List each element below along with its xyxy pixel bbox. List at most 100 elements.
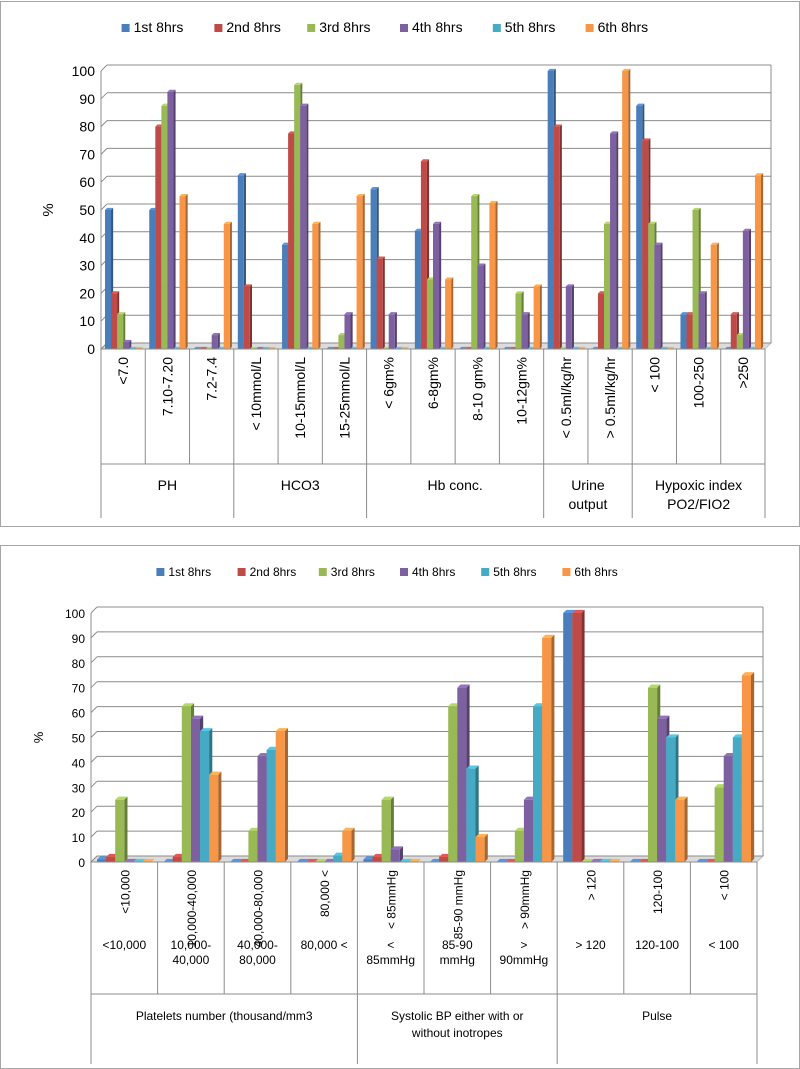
c2-x-tick-10-000: <10,000: [118, 870, 132, 914]
c1-bar-7-10-7-20-s4-side: [173, 89, 176, 349]
c1-bar-8-10-gm-s6: [489, 203, 496, 349]
c1-bar-100-s6-top: [666, 346, 675, 349]
c2-bar-85-90-mmhg-s2: [439, 857, 449, 862]
c2-bar-40-000-80-000-s6-top: [275, 728, 288, 732]
c1-bar-0-5ml-kg-hr-s6-top: [622, 68, 631, 71]
c1-bar-6-8gm-s2: [420, 161, 427, 349]
c2-bar-90mmhg-s4: [523, 799, 534, 862]
c1-gridline-diag-70: [100, 148, 108, 155]
c1-x-tick-0-5ml-kg-hr: > 0.5ml/kg/hr: [602, 357, 618, 439]
c2-bar-40-000-80-000-s6: [275, 731, 285, 862]
c1-legend-swatch-5: [492, 24, 501, 32]
c2-bar-10-000-s6-top: [142, 858, 155, 862]
c1-legend-label-1: 1st 8hrs: [134, 19, 184, 35]
c1-bar-100-250-s4: [698, 293, 705, 349]
c2-bar-10-000-s1: [96, 859, 107, 862]
c1-bar-6gm-s5-top: [394, 346, 403, 349]
c1-bar-10mmol-l-s4-top: [255, 346, 265, 349]
c1-bar-7-2-7-4-s6-side: [229, 221, 232, 349]
c1-bar-0-5ml-kg-hr-s1-top: [547, 68, 556, 71]
c2-group-line-1-0: Systolic BP either with or: [391, 1009, 524, 1023]
c1-bar-6gm-s4: [388, 314, 395, 349]
c2-bar-10-000-s3: [115, 799, 125, 862]
c1-gridline-diag-100: [100, 64, 108, 72]
c1-bar-10-15mmol-l-s4-top: [300, 103, 309, 106]
c2-gridline-diag-10: [90, 830, 98, 838]
c2-bar-80-000-s3-top: [314, 858, 328, 862]
c1-x-tick-8-10-gm: 8-10 gm%: [469, 357, 485, 421]
c1-x-tick-250: >250: [735, 357, 751, 389]
c2-y-tick-50: 50: [72, 732, 86, 746]
c2-bar-120-100-s3-top: [647, 684, 661, 688]
c2-bar-120-s2: [572, 613, 582, 862]
c2-bar-120-s1: [563, 613, 573, 862]
c2-bar-40-000-80-000-s3: [248, 830, 258, 862]
c2-row2-line-6-1: 90mmHg: [500, 953, 549, 967]
c2-bar-100-s6-top: [741, 672, 755, 676]
c1-bar-100-s2: [642, 140, 649, 349]
c1-bar-10-12gm-s6: [533, 286, 540, 349]
c1-bar-100-250-s1-top: [680, 312, 689, 315]
c2-bar-120-100-s6-side: [684, 796, 688, 862]
c2-bar-85mmhg-s3: [381, 799, 391, 862]
c1-bar-0-5ml-kg-hr-s3: [604, 223, 611, 349]
c2-row2-line-5-0: 85-90: [442, 938, 473, 952]
c1-bar-10-15mmol-l-s4: [300, 105, 307, 349]
c1-legend-swatch-3: [307, 24, 316, 32]
c1-legend-label-2: 2nd 8hrs: [226, 19, 280, 35]
c2-bar-100-s3: [714, 787, 724, 862]
c1-legend-swatch-1: [121, 24, 130, 32]
c2-legend-swatch-4: [400, 568, 408, 576]
c1-bar-7-0-s3-side: [123, 312, 126, 349]
c1-bar-7-0-s1: [104, 210, 112, 349]
c1-y-tick-10: 10: [79, 313, 95, 329]
c2-gridline-diag-50: [90, 731, 98, 738]
c1-bar-250-s3: [736, 335, 743, 349]
c2-bar-85-90-mmhg-s6: [475, 837, 485, 862]
c2-gridline-diag-20: [90, 805, 98, 813]
chart-panel-blood-gas: 1st 8hrs 2nd 8hrs 3rd 8hrs 4th 8hrs 5th 8hrs…: [0, 1, 800, 527]
c2-bar-85-90-mmhg-s4-top: [457, 684, 470, 688]
c1-bar-7-2-7-4-s6-top: [223, 221, 232, 224]
c1-bar-8-10-gm-s4-side: [483, 263, 486, 349]
c1-bar-100-250-s1: [680, 314, 687, 349]
c1-bar-6gm-s2-side: [382, 256, 385, 349]
c1-bar-250-s6-top: [754, 173, 764, 176]
c2-gridline-diag-60: [90, 706, 98, 713]
c2-bar-120-100-s5: [666, 737, 676, 862]
c1-bar-100-250-s4-top: [698, 291, 707, 294]
c1-x-tick-15-25mmol-l: 15-25mmol/L: [336, 357, 352, 439]
c1-bar-6gm-s1: [370, 189, 377, 349]
c2-bar-85-90-mmhg-s3: [448, 706, 458, 862]
c1-group-line-2-0: Hb conc.: [428, 477, 483, 493]
c1-bar-15-25mmol-l-s1-top: [326, 346, 335, 349]
c2-x-tick-85-90-mmhg: 85-90 mmHg: [451, 870, 465, 939]
c1-bar-8-10-gm-s6-top: [489, 200, 498, 204]
c1-group-line-3-1: output: [568, 496, 607, 512]
c1-group-line-4-0: Hypoxic index: [655, 477, 742, 493]
c1-bar-10-15mmol-l-s6-side: [318, 221, 321, 349]
c2-y-tick-60: 60: [72, 707, 86, 721]
c2-x-tick-40-000-80-000: 40,000-80,000: [252, 870, 266, 948]
c2-y-axis-label: %: [31, 731, 46, 743]
c1-bar-250-s6: [754, 175, 762, 349]
c1-x-tick-10mmol-l: < 10mmol/L: [248, 357, 264, 431]
c2-bar-80-000-s5: [333, 855, 343, 862]
c1-bar-10mmol-l-s2: [243, 286, 250, 349]
c1-bar-7-10-7-20-s6: [179, 196, 186, 349]
c1-bar-8-10-gm-s4-top: [477, 263, 486, 266]
c1-bar-7-10-7-20-s6-side: [185, 193, 188, 349]
c1-bar-7-0-s5-top: [129, 346, 138, 349]
c1-bar-6-8gm-s4-top: [433, 221, 442, 224]
c1-bar-250-s2: [730, 314, 737, 349]
c2-row2-line-2-0: 40,000-: [237, 938, 278, 952]
c1-bar-7-10-7-20-s6-top: [179, 193, 188, 197]
c1-bar-6gm-s2: [376, 258, 383, 349]
c1-bar-15-25mmol-l-s4-side: [350, 312, 353, 349]
c1-legend-label-4: 4th 8hrs: [412, 19, 463, 35]
c2-bar-85mmhg-s4: [390, 849, 400, 862]
c2-row2-label-10-000: <10,000: [102, 938, 146, 952]
c2-row2-line-7-0: > 120: [575, 938, 606, 952]
c1-y-tick-70: 70: [79, 146, 95, 162]
c1-gridline-diag-80: [100, 120, 108, 127]
